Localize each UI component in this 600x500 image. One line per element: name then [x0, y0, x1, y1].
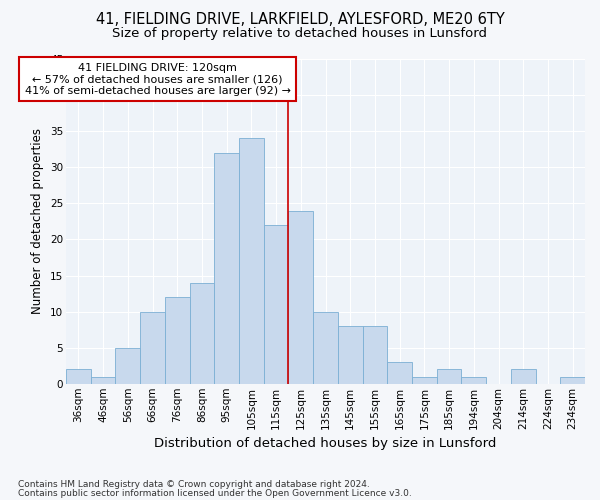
Bar	[461, 376, 486, 384]
Bar	[264, 225, 289, 384]
Bar	[412, 376, 437, 384]
Text: Contains public sector information licensed under the Open Government Licence v3: Contains public sector information licen…	[18, 488, 412, 498]
Bar	[511, 370, 536, 384]
Bar	[388, 362, 412, 384]
Bar	[239, 138, 264, 384]
Text: 41, FIELDING DRIVE, LARKFIELD, AYLESFORD, ME20 6TY: 41, FIELDING DRIVE, LARKFIELD, AYLESFORD…	[95, 12, 505, 28]
Bar	[165, 297, 190, 384]
Bar	[214, 153, 239, 384]
Bar	[115, 348, 140, 384]
Bar	[91, 376, 115, 384]
Text: 41 FIELDING DRIVE: 120sqm
← 57% of detached houses are smaller (126)
41% of semi: 41 FIELDING DRIVE: 120sqm ← 57% of detac…	[25, 62, 290, 96]
Bar	[313, 312, 338, 384]
Text: Contains HM Land Registry data © Crown copyright and database right 2024.: Contains HM Land Registry data © Crown c…	[18, 480, 370, 489]
Bar	[338, 326, 362, 384]
Bar	[362, 326, 388, 384]
Text: Size of property relative to detached houses in Lunsford: Size of property relative to detached ho…	[113, 28, 487, 40]
Y-axis label: Number of detached properties: Number of detached properties	[31, 128, 44, 314]
Bar	[289, 210, 313, 384]
Bar	[140, 312, 165, 384]
Bar	[560, 376, 585, 384]
Bar	[437, 370, 461, 384]
Bar	[66, 370, 91, 384]
X-axis label: Distribution of detached houses by size in Lunsford: Distribution of detached houses by size …	[154, 437, 497, 450]
Bar	[190, 282, 214, 384]
